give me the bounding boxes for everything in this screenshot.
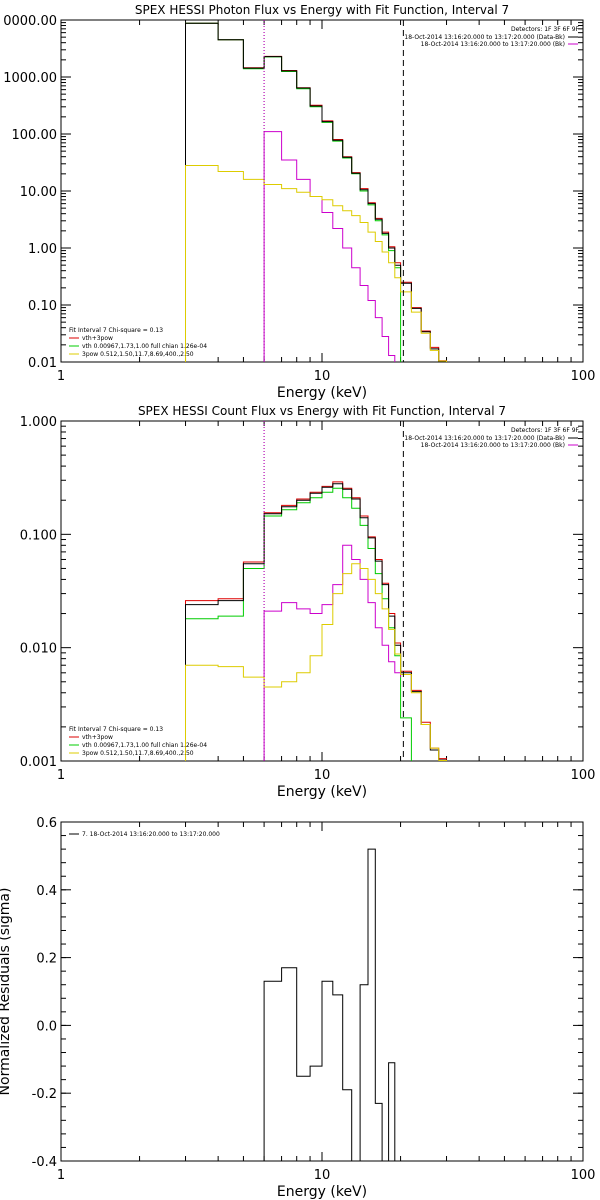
chart-1-legend-entry-3: 3pow 0.512,1.50,11.7,8.69,400.,2.50	[82, 351, 194, 358]
chart-1-legend-header: Fit Interval 7 Chi-square = 0.13	[69, 327, 163, 334]
chart-3-series-group	[263, 848, 402, 1161]
chart-1-y-tick-label: 1000.00	[3, 71, 57, 86]
chart-1-legend-entry-2: vth 0.00967,1.73,1.00 full chian 1.26e-0…	[82, 343, 207, 350]
chart-3-y-tick-label: 0.6	[36, 816, 57, 831]
chart-2-y-tick-label: 0.010	[20, 642, 57, 657]
chart-2: SPEX HESSI Count Flux vs Energy with Fit…	[20, 404, 596, 800]
chart-2-y-tick-label: 0.001	[20, 755, 57, 770]
chart-1-series-group	[185, 22, 447, 362]
chart-3-x-tick-label: 10	[314, 1168, 331, 1183]
chart-1-y-tick-label: 0000.00	[3, 14, 57, 29]
chart-1: SPEX HESSI Photon Flux vs Energy with Fi…	[3, 3, 595, 401]
chart-3-series-1-line	[263, 848, 402, 1161]
chart-1-y-tick-label: 1.00	[28, 242, 57, 257]
chart-1-x-tick-label: 100	[571, 369, 596, 384]
chart-3-y-axis-label: Normalized Residuals (sigma)	[0, 888, 13, 1096]
chart-1-x-tick-label: 10	[314, 369, 331, 384]
chart-2-x-tick-label: 100	[571, 768, 596, 783]
chart-2-y-tick-label: 1.000	[20, 415, 57, 430]
chart-3: 1 10 100 Energy (keV) -0.4 -0.2 0.0 0.2 0.4 0.6 No…	[0, 816, 595, 1200]
chart-2-title: SPEX HESSI Count Flux vs Energy with Fit…	[138, 404, 506, 418]
chart-2-time-label-1: 18-Oct-2014 13:16:20.000 to 13:17:20.000…	[404, 435, 565, 442]
chart-1-y-tick-label: 100.00	[12, 128, 58, 143]
chart-1-y-tick-label: 10.00	[20, 185, 57, 200]
chart-2-legend-entry-3: 3pow 0.512,1.50,11.7,8.69,400.,2.50	[82, 750, 194, 757]
chart-1-plot-frame	[60, 19, 584, 363]
chart-2-legend-entry-1: vth+3pow	[82, 734, 113, 741]
chart-1-x-axis-label: Energy (keV)	[277, 385, 367, 401]
chart-3-y-tick-label: 0.4	[36, 884, 57, 899]
chart-1-series-4-line	[263, 131, 396, 362]
chart-3-x-axis-label: Energy (keV)	[277, 1184, 367, 1200]
chart-1-series-2-line	[185, 22, 402, 362]
chart-2-x-tick-label: 1	[57, 768, 65, 783]
chart-1-legend-entry-1: vth+3pow	[82, 335, 113, 342]
chart-2-series-group	[185, 481, 447, 761]
chart-1-y-tick-label: 0.01	[28, 356, 57, 371]
chart-2-x-tick-label: 10	[314, 768, 331, 783]
chart-2-series-5-line	[185, 563, 447, 761]
chart-3-legend-entry-1: 7. 18-Oct-2014 13:16:20.000 to 13:17:20.…	[82, 831, 220, 838]
chart-3-y-tick-label: 0.0	[36, 1019, 57, 1034]
chart-2-legend-entry-2: vth 0.00967,1.73,1.00 full chian 1.26e-0…	[82, 742, 207, 749]
chart-2-series-2-line	[185, 487, 412, 761]
chart-1-series-5-line	[185, 165, 447, 362]
chart-2-y-tick-label: 0.100	[20, 528, 57, 543]
chart-1-time-label-2: 18-Oct-2014 13:16:20.000 to 13:17:20.000…	[421, 41, 565, 48]
chart-1-series-1-line	[185, 22, 447, 362]
chart-2-plot-frame	[60, 420, 584, 762]
chart-3-x-tick-label: 1	[57, 1168, 65, 1183]
chart-1-series-3-line	[185, 22, 447, 362]
chart-2-legend-header: Fit Interval 7 Chi-square = 0.13	[69, 726, 163, 733]
chart-2-x-axis-label: Energy (keV)	[277, 784, 367, 800]
chart-1-time-label-1: 18-Oct-2014 13:16:20.000 to 13:17:20.000…	[404, 34, 565, 41]
chart-2-time-label-2: 18-Oct-2014 13:16:20.000 to 13:17:20.000…	[421, 442, 565, 449]
chart-1-x-tick-label: 1	[57, 369, 65, 384]
chart-3-y-tick-label: -0.2	[32, 1087, 57, 1102]
chart-2-series-3-line	[185, 483, 447, 761]
chart-3-y-tick-label: -0.4	[32, 1155, 57, 1170]
chart-2-series-4-line	[263, 544, 402, 761]
chart-3-y-tick-label: 0.2	[36, 952, 57, 967]
chart-2-detectors-label: Detectors: 1F 3F 6F 9F	[511, 427, 580, 434]
chart-1-detectors-label: Detectors: 1F 3F 6F 9F	[511, 26, 580, 33]
chart-2-series-1-line	[185, 481, 447, 761]
chart-1-title: SPEX HESSI Photon Flux vs Energy with Fi…	[135, 3, 509, 17]
chart-1-y-tick-label: 0.10	[28, 299, 57, 314]
chart-3-x-tick-label: 100	[571, 1168, 596, 1183]
